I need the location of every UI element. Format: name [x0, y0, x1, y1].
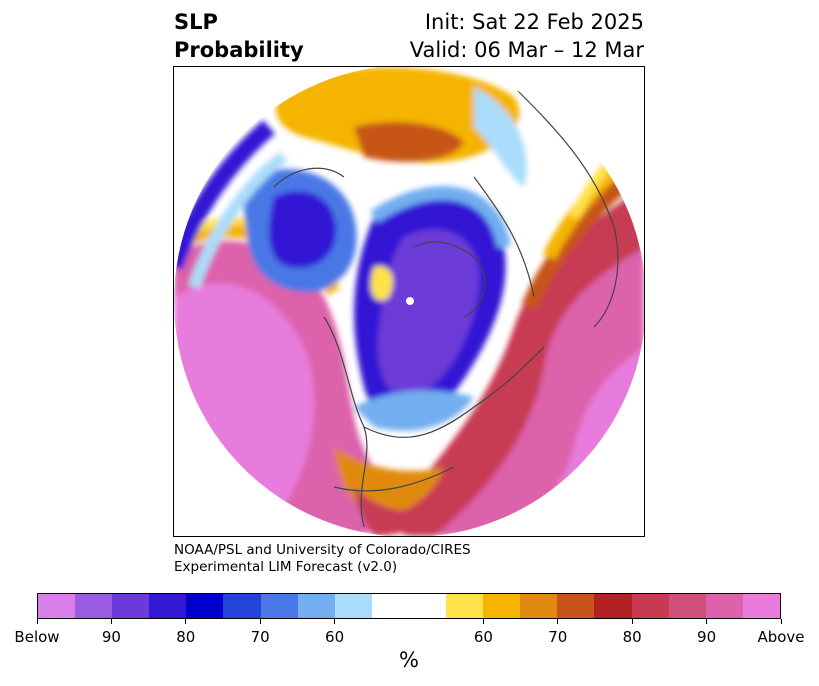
init-date: Init: Sat 22 Feb 2025	[424, 10, 644, 34]
colorbar-tick-mark	[185, 619, 187, 624]
colorbar-segment	[631, 594, 669, 618]
colorbar-tick-label: 70	[250, 628, 270, 646]
colorbar-segment	[149, 594, 187, 618]
colorbar-segment	[334, 594, 372, 618]
colorbar-segment	[520, 594, 558, 618]
colorbar-tick-label: 70	[548, 628, 568, 646]
credit-line-1: NOAA/PSL and University of Colorado/CIRE…	[174, 542, 471, 558]
colorbar-tick-mark	[482, 619, 484, 624]
colorbar-tick-label: 60	[325, 628, 345, 646]
colorbar-tick-mark	[706, 619, 708, 624]
data-credit: NOAA/PSL and University of Colorado/CIRE…	[174, 542, 471, 576]
colorbar-tick-mark	[557, 619, 559, 624]
colorbar-segment	[446, 594, 484, 618]
colorbar-segment	[260, 594, 298, 618]
colorbar-segment	[186, 594, 224, 618]
colorbar-segment	[371, 594, 409, 618]
colorbar-tick-label: 60	[473, 628, 493, 646]
colorbar-segment	[223, 594, 261, 618]
colorbar-tick-label: Above	[757, 628, 805, 646]
colorbar-tick-mark	[110, 619, 112, 624]
colorbar-tick-label: 90	[697, 628, 717, 646]
valid-date: Valid: 06 Mar – 12 Mar	[409, 38, 644, 62]
colorbar-segment	[483, 594, 521, 618]
forecast-dates: Init: Sat 22 Feb 2025 Valid: 06 Mar – 12…	[410, 8, 644, 64]
credit-line-2: Experimental LIM Forecast (v2.0)	[174, 559, 398, 575]
colorbar	[37, 593, 781, 619]
colorbar-segment	[557, 594, 595, 618]
title-line-2: Probability	[174, 38, 304, 62]
title-line-1: SLP	[174, 10, 218, 34]
map-title: SLP Probability	[174, 8, 304, 64]
polar-map	[173, 66, 645, 537]
colorbar-segment	[705, 594, 743, 618]
colorbar-segment	[75, 594, 113, 618]
colorbar-segment	[297, 594, 335, 618]
colorbar-tick-mark	[631, 619, 633, 624]
colorbar-tick-label: 90	[101, 628, 121, 646]
colorbar-tick-mark	[334, 619, 336, 624]
colorbar-unit: %	[399, 648, 419, 672]
colorbar-tick-mark	[780, 619, 782, 624]
colorbar-tick-label: Below	[14, 628, 60, 646]
colorbar-segment	[668, 594, 706, 618]
colorbar-segment	[742, 594, 780, 618]
colorbar-segment	[594, 594, 632, 618]
colorbar-tick-label: 80	[622, 628, 642, 646]
colorbar-tick-mark	[36, 619, 38, 624]
coastlines	[273, 86, 619, 528]
colorbar-tick-label: 80	[176, 628, 196, 646]
colorbar-segment	[38, 594, 76, 618]
colorbar-segment	[408, 594, 447, 618]
probability-field	[174, 67, 644, 536]
colorbar-segment	[112, 594, 150, 618]
colorbar-tick-mark	[259, 619, 261, 624]
